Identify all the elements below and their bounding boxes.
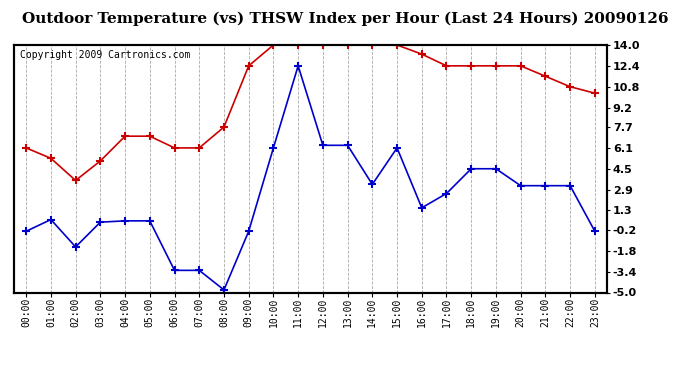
Text: Copyright 2009 Cartronics.com: Copyright 2009 Cartronics.com (20, 50, 190, 60)
Text: Outdoor Temperature (vs) THSW Index per Hour (Last 24 Hours) 20090126: Outdoor Temperature (vs) THSW Index per … (22, 11, 668, 26)
